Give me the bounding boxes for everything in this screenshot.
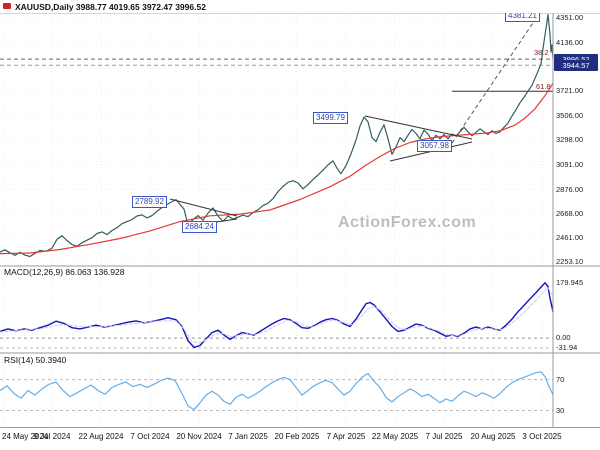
macd-indicator-label: MACD(12,26,9) 86.063 136.928 (4, 267, 125, 277)
signal-line (0, 287, 554, 344)
macd-line (0, 282, 554, 349)
chart-icon (3, 2, 11, 11)
close-price-line (0, 13, 554, 258)
watermark: ActionForex.com (338, 214, 477, 231)
rsi-line (0, 371, 554, 411)
symbol-title: XAUUSD,Daily 3988.77 4019.65 3972.47 399… (15, 1, 206, 12)
title-bar: XAUUSD,Daily 3988.77 4019.65 3972.47 399… (0, 0, 600, 13)
moving-average-line (0, 82, 554, 255)
rsi-indicator-label: RSI(14) 50.3940 (4, 355, 67, 365)
